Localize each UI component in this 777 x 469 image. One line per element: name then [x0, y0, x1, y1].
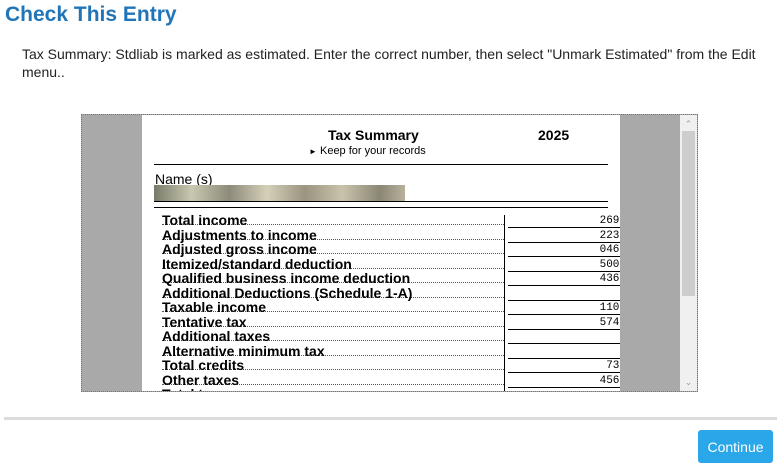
divider-line	[154, 201, 608, 202]
leader-dots	[162, 325, 504, 327]
row-label: Alternative minimum tax	[162, 342, 325, 359]
row-value: 046.	[508, 242, 620, 257]
row-value: 110.	[508, 300, 620, 315]
continue-button[interactable]: Continue	[698, 430, 773, 463]
row-value: 223.	[508, 228, 620, 243]
divider-line	[154, 207, 608, 208]
footer-divider	[4, 417, 777, 420]
row-label: Other taxes	[162, 371, 240, 388]
row-label: Tentative tax	[162, 313, 247, 330]
summary-row: Taxable income 110.	[162, 299, 620, 315]
summary-row: Total credits 73.	[162, 357, 620, 373]
summary-row: Total income 269.	[162, 212, 620, 228]
leader-dots	[162, 383, 504, 385]
summary-row: Tentative tax 574.	[162, 313, 620, 330]
leader-dots	[162, 267, 504, 269]
tax-summary-form: Tax Summary 2025 ► Keep for your records…	[142, 115, 620, 392]
form-year: 2025	[538, 127, 570, 143]
summary-row: Other taxes 456.	[162, 371, 620, 388]
summary-row: Additional Deductions (Schedule 1-A)	[162, 284, 620, 301]
row-label: Total credits	[162, 357, 245, 373]
form-heading: Tax Summary	[328, 127, 419, 143]
summary-row: Qualified business income deduction 436.	[162, 270, 620, 286]
leader-dots	[162, 238, 504, 240]
viewer-scrollbar[interactable]: ⌃ ⌄	[680, 115, 697, 391]
row-label: Itemized/standard deduction	[162, 255, 352, 272]
estimated-message: Tax Summary: Stdliab is marked as estima…	[22, 46, 756, 80]
summary-row: Adjusted gross income 046.	[162, 241, 620, 257]
leader-dots	[162, 296, 504, 298]
leader-dots	[162, 340, 504, 341]
row-value: 574.	[508, 315, 620, 330]
summary-row: Total tax	[162, 387, 614, 392]
row-value: 500.	[508, 257, 620, 272]
row-value	[508, 329, 620, 344]
divider-line	[154, 164, 608, 165]
summary-row: Alternative minimum tax	[162, 342, 620, 359]
triangle-icon: ►	[309, 147, 317, 156]
page-title: Check This Entry	[5, 3, 177, 26]
leader-dots	[162, 224, 504, 225]
row-value	[508, 387, 620, 391]
leader-dots	[162, 253, 504, 254]
leader-dots	[162, 311, 504, 312]
row-label: Qualified business income deduction	[162, 270, 411, 286]
row-label: Adjustments to income	[162, 226, 317, 243]
row-value	[508, 286, 620, 301]
row-value: 436.	[508, 271, 620, 286]
row-label: Adjusted gross income	[162, 241, 317, 257]
name-field-image	[154, 185, 405, 201]
row-value	[508, 344, 620, 359]
row-label: Additional Deductions (Schedule 1-A)	[162, 284, 413, 301]
leader-dots	[162, 354, 504, 356]
row-label: Total income	[162, 212, 248, 228]
row-value: 73.	[508, 358, 620, 373]
form-viewer[interactable]: Tax Summary 2025 ► Keep for your records…	[81, 114, 698, 392]
row-label: Additional taxes	[162, 328, 271, 344]
row-value: 269.	[508, 213, 620, 228]
row-label: Total tax	[162, 387, 219, 392]
row-label: Taxable income	[162, 299, 267, 315]
summary-row: Adjustments to income 223.	[162, 226, 620, 243]
summary-row: Additional taxes	[162, 328, 620, 344]
scroll-thumb[interactable]	[682, 131, 695, 296]
form-subtitle-text: Keep for your records	[319, 145, 426, 157]
summary-row: Itemized/standard deduction 500.	[162, 255, 620, 272]
leader-dots	[162, 369, 504, 370]
scroll-down-icon[interactable]: ⌄	[684, 377, 693, 387]
row-value: 456.	[508, 373, 620, 388]
scroll-up-icon[interactable]: ⌃	[684, 119, 693, 129]
form-subtitle: ► Keep for your records	[309, 145, 426, 157]
leader-dots	[162, 282, 504, 283]
column-divider	[504, 215, 505, 391]
name-label: Name (s)	[155, 171, 213, 187]
